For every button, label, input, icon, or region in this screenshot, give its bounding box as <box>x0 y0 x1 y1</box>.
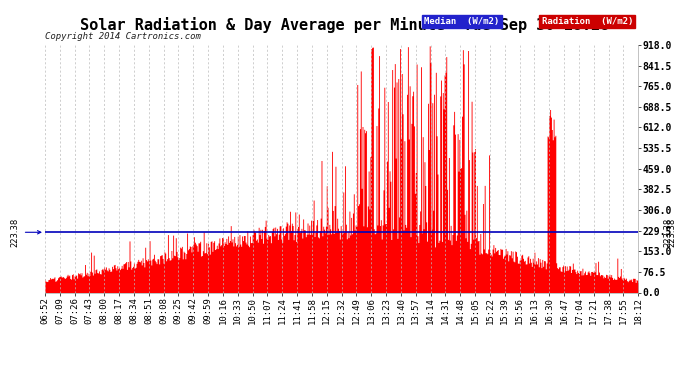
Text: 223.38: 223.38 <box>663 217 672 247</box>
Text: 223.38: 223.38 <box>667 217 676 247</box>
Text: Solar Radiation & Day Average per Minute  Tue Sep 30 18:28: Solar Radiation & Day Average per Minute… <box>80 17 610 33</box>
Text: Radiation  (W/m2): Radiation (W/m2) <box>542 17 633 26</box>
Text: 223.38: 223.38 <box>11 217 41 247</box>
Text: Copyright 2014 Cartronics.com: Copyright 2014 Cartronics.com <box>45 32 201 41</box>
Text: Median  (W/m2): Median (W/m2) <box>424 17 500 26</box>
